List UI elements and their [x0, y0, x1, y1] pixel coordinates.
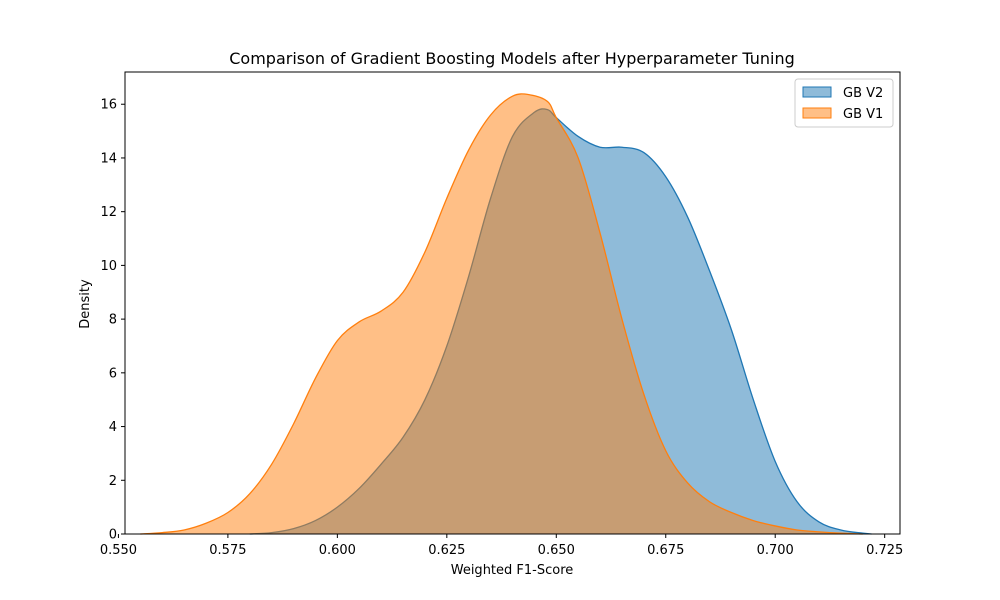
y-tick-label: 12 [100, 205, 117, 220]
x-tick-label: 0.550 [100, 543, 137, 558]
y-tick-label: 14 [100, 151, 117, 166]
y-tick-label: 4 [109, 420, 117, 435]
y-axis: 0 2 4 6 8 10 12 14 16 [100, 98, 125, 543]
y-axis-label: Density [78, 279, 93, 329]
x-tick-label: 0.675 [647, 543, 684, 558]
x-tick-label: 0.700 [757, 543, 794, 558]
legend-swatch-1 [802, 86, 832, 98]
y-tick-label: 2 [109, 474, 117, 489]
x-tick-label: 0.600 [319, 543, 356, 558]
x-axis-label: Weighted F1-Score [451, 563, 574, 578]
y-tick-label: 0 [109, 528, 117, 543]
y-tick-label: 10 [100, 259, 117, 274]
x-tick-label: 0.650 [538, 543, 575, 558]
y-tick-label: 6 [109, 366, 117, 381]
legend-swatch-2 [802, 107, 832, 119]
y-tick-label: 16 [100, 98, 117, 113]
plot-areas [140, 93, 872, 535]
legend-label-1: GB V2 [843, 86, 883, 101]
x-tick-label: 0.625 [428, 543, 465, 558]
plot-frame [124, 71, 901, 535]
x-tick-label: 0.575 [209, 543, 246, 558]
series-line-2 [140, 93, 863, 535]
chart-title: Comparison of Gradient Boosting Models a… [229, 49, 795, 68]
legend: GB V2 GB V1 [794, 78, 894, 128]
legend-label-2: GB V1 [843, 107, 883, 122]
y-tick-label: 8 [109, 313, 117, 328]
series-area-2 [140, 93, 863, 534]
x-axis: 0.550 0.575 0.600 0.625 0.650 0.675 0.700 0.725 [100, 534, 903, 558]
x-tick-label: 0.725 [866, 543, 903, 558]
